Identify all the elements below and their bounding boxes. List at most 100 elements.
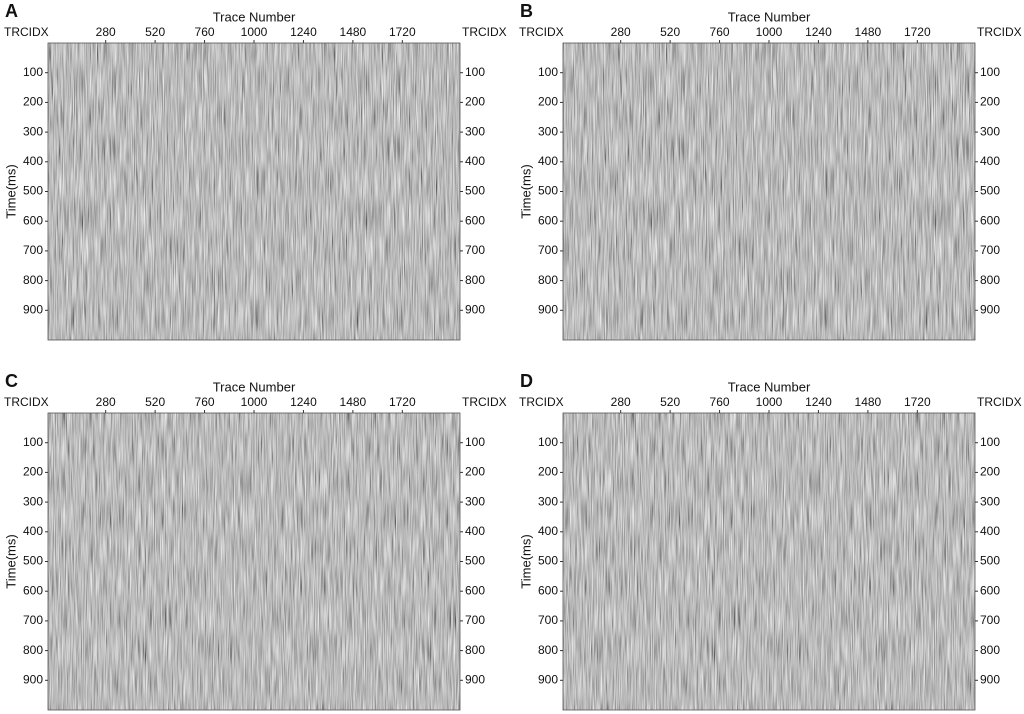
y-tick-label: 700	[465, 243, 485, 257]
y-tick-label: 500	[465, 184, 485, 198]
x-tick-label: 760	[710, 395, 730, 409]
y-tick-label: 800	[538, 643, 558, 657]
x-tick-label: 520	[145, 25, 165, 39]
x-tick-label: 1720	[904, 395, 931, 409]
y-tick-label: 200	[980, 465, 1000, 479]
y-tick-label: 300	[980, 124, 1000, 138]
corner-label: TRCIDX	[519, 395, 564, 409]
y-tick-label: 300	[23, 124, 43, 138]
y-tick-label: 500	[538, 184, 558, 198]
y-tick-label: 600	[23, 213, 43, 227]
y-tick-label: 200	[980, 95, 1000, 109]
corner-label: TRCIDX	[4, 25, 49, 39]
x-tick-label: 1240	[805, 395, 832, 409]
y-tick-label: 700	[980, 613, 1000, 627]
y-tick-label: 900	[23, 302, 43, 316]
seismic-section	[48, 43, 460, 340]
x-tick-label: 1240	[290, 395, 317, 409]
y-tick-label: 400	[465, 524, 485, 538]
y-tick-label: 200	[23, 95, 43, 109]
y-tick-label: 800	[980, 643, 1000, 657]
panel-label: B	[520, 1, 533, 21]
y-tick-label: 100	[538, 65, 558, 79]
y-tick-label: 100	[23, 435, 43, 449]
y-axis-label: Time(ms)	[518, 164, 533, 218]
y-tick-label: 700	[538, 243, 558, 257]
x-tick-label: 1000	[241, 395, 268, 409]
y-axis-label: Time(ms)	[3, 534, 18, 588]
corner-label: TRCIDX	[4, 395, 49, 409]
y-tick-label: 700	[465, 613, 485, 627]
y-tick-label: 900	[538, 302, 558, 316]
x-axis-label: Trace Number	[728, 9, 811, 24]
x-axis-label: Trace Number	[213, 9, 296, 24]
x-tick-label: 280	[611, 25, 631, 39]
y-tick-label: 500	[23, 184, 43, 198]
y-tick-label: 200	[465, 95, 485, 109]
y-tick-label: 200	[538, 465, 558, 479]
y-tick-label: 700	[23, 243, 43, 257]
y-tick-label: 500	[465, 554, 485, 568]
x-tick-label: 1480	[340, 25, 367, 39]
y-axis-label: Time(ms)	[518, 534, 533, 588]
x-tick-label: 280	[96, 25, 116, 39]
y-tick-label: 500	[23, 554, 43, 568]
y-tick-label: 300	[538, 124, 558, 138]
x-tick-label: 760	[195, 395, 215, 409]
y-tick-label: 100	[465, 65, 485, 79]
y-tick-label: 300	[465, 124, 485, 138]
y-tick-label: 400	[23, 524, 43, 538]
y-tick-label: 100	[980, 65, 1000, 79]
y-tick-label: 700	[538, 613, 558, 627]
y-tick-label: 100	[23, 65, 43, 79]
seismic-section	[563, 43, 975, 340]
y-tick-label: 600	[980, 213, 1000, 227]
x-tick-label: 1720	[389, 25, 416, 39]
panel-label: D	[520, 371, 533, 391]
y-tick-label: 300	[23, 494, 43, 508]
y-tick-label: 800	[23, 643, 43, 657]
y-tick-label: 900	[23, 672, 43, 686]
x-tick-label: 1000	[241, 25, 268, 39]
y-tick-label: 400	[538, 524, 558, 538]
x-axis-label: Trace Number	[213, 379, 296, 394]
x-axis-label: Trace Number	[728, 379, 811, 394]
y-tick-label: 400	[538, 154, 558, 168]
y-tick-label: 300	[538, 494, 558, 508]
x-tick-label: 760	[195, 25, 215, 39]
y-tick-label: 300	[980, 494, 1000, 508]
y-tick-label: 900	[465, 672, 485, 686]
y-tick-label: 800	[538, 273, 558, 287]
y-tick-label: 100	[465, 435, 485, 449]
y-tick-label: 900	[980, 302, 1000, 316]
corner-label: TRCIDX	[977, 395, 1022, 409]
y-tick-label: 200	[465, 465, 485, 479]
x-tick-label: 520	[660, 395, 680, 409]
y-tick-label: 200	[538, 95, 558, 109]
x-tick-label: 1480	[340, 395, 367, 409]
y-tick-label: 900	[465, 302, 485, 316]
y-tick-label: 500	[538, 554, 558, 568]
panel-label: C	[5, 371, 18, 391]
x-tick-label: 1720	[389, 395, 416, 409]
x-tick-label: 280	[611, 395, 631, 409]
y-tick-label: 900	[980, 672, 1000, 686]
y-tick-label: 400	[980, 524, 1000, 538]
y-tick-label: 800	[465, 273, 485, 287]
y-tick-label: 800	[23, 273, 43, 287]
panel: C Trace Number TRCIDX TRCIDX Time(ms) 280 520 7…	[3, 371, 507, 711]
x-tick-label: 1480	[855, 395, 882, 409]
y-tick-label: 600	[980, 583, 1000, 597]
x-tick-label: 1240	[805, 25, 832, 39]
y-tick-label: 700	[23, 613, 43, 627]
y-tick-label: 600	[23, 583, 43, 597]
panel: A Trace Number TRCIDX TRCIDX Time(ms) 280 520 7…	[3, 1, 507, 341]
y-tick-label: 800	[465, 643, 485, 657]
x-tick-label: 1720	[904, 25, 931, 39]
corner-label: TRCIDX	[977, 25, 1022, 39]
y-tick-label: 800	[980, 273, 1000, 287]
y-tick-label: 600	[465, 583, 485, 597]
y-tick-label: 400	[23, 154, 43, 168]
y-tick-label: 600	[538, 583, 558, 597]
